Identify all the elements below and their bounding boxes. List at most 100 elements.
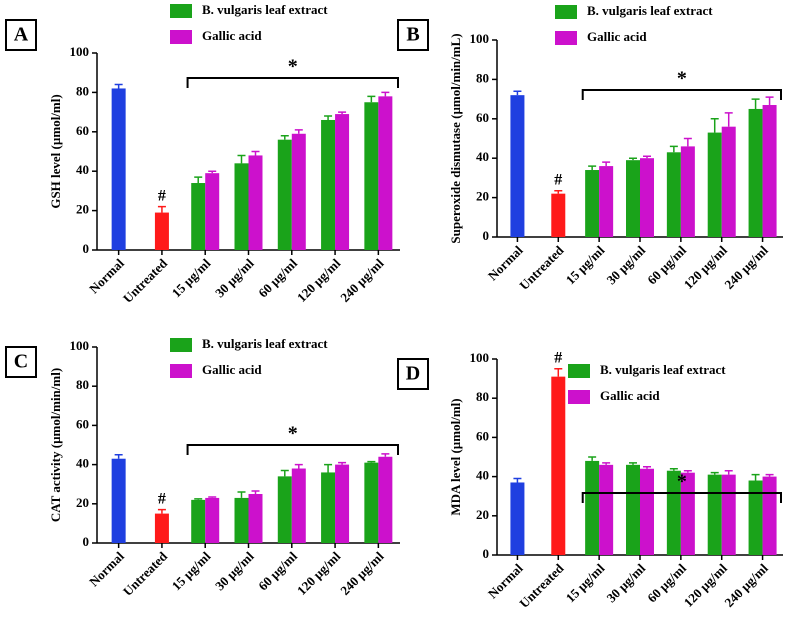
bar <box>191 183 206 250</box>
bar <box>335 464 350 543</box>
error-bar <box>643 155 651 159</box>
x-tick-label: 30 µg/ml <box>603 560 648 605</box>
legend-label: B. vulgaris leaf extract <box>202 336 328 351</box>
bar <box>510 95 525 237</box>
legend-label: Gallic acid <box>587 29 647 44</box>
y-tick-label: 0 <box>83 534 90 549</box>
error-bar <box>602 462 611 465</box>
legend-label: B. vulgaris leaf extract <box>202 2 328 17</box>
significance-star: * <box>677 471 687 493</box>
error-bar <box>724 112 733 127</box>
significance-star: * <box>288 56 298 78</box>
error-bar <box>237 491 246 498</box>
error-bar <box>324 463 333 473</box>
x-tick-label: 120 µg/ml <box>294 255 344 305</box>
legend-swatch <box>555 31 577 45</box>
bar <box>111 88 126 251</box>
bar <box>234 163 249 250</box>
bar <box>277 139 292 250</box>
error-bar <box>294 129 303 134</box>
bar <box>666 152 681 237</box>
legend-swatch <box>568 390 590 404</box>
error-bar <box>554 189 563 194</box>
x-tick-label: Normal <box>86 548 127 589</box>
x-tick-label: 240 µg/ml <box>721 560 771 610</box>
bar <box>721 474 736 555</box>
error-bar <box>513 90 522 96</box>
bar <box>626 160 640 237</box>
y-tick-label: 20 <box>476 189 489 204</box>
y-tick-label: 80 <box>76 377 89 392</box>
error-bar <box>280 134 289 140</box>
bar <box>599 166 614 237</box>
bar <box>666 470 681 555</box>
y-tick-label: 40 <box>76 456 89 471</box>
error-bar <box>114 454 123 459</box>
error-bar <box>751 98 760 109</box>
bar <box>640 468 654 555</box>
y-tick-label: 20 <box>76 202 89 217</box>
panel-letter-box <box>397 358 429 390</box>
bar <box>364 102 379 250</box>
error-bar <box>683 137 692 147</box>
error-bar <box>367 460 376 463</box>
error-bar <box>157 508 166 514</box>
bar <box>234 497 249 543</box>
bar <box>551 376 566 555</box>
error-bar <box>602 161 611 167</box>
legend-label: B. vulgaris leaf extract <box>600 362 726 377</box>
bar <box>762 476 777 555</box>
significance-hash: # <box>158 187 166 204</box>
x-tick-label: 15 µg/ml <box>169 255 214 300</box>
x-tick-label: 240 µg/ml <box>337 255 387 305</box>
x-tick-label: 30 µg/ml <box>212 255 257 300</box>
error-bar <box>629 157 637 161</box>
panel-letter: A <box>14 24 29 46</box>
significance-bracket <box>186 77 399 88</box>
bar <box>748 480 763 555</box>
y-tick-label: 60 <box>76 123 89 138</box>
y-tick-label: 0 <box>483 228 490 243</box>
bar <box>640 158 654 237</box>
error-bar <box>710 471 719 475</box>
significance-star: * <box>677 68 687 90</box>
y-tick-label: 80 <box>476 389 489 404</box>
error-bar <box>765 96 774 106</box>
bar <box>277 476 292 543</box>
error-bar <box>338 461 347 465</box>
error-bar <box>208 496 217 498</box>
panel-letter-box <box>397 19 429 51</box>
y-tick-label: 80 <box>76 83 89 98</box>
bar <box>205 173 220 250</box>
y-axis-label: MDA level (µmol/ml) <box>448 398 463 515</box>
y-tick-label: 100 <box>470 350 490 365</box>
bar <box>762 105 777 237</box>
error-bar <box>513 477 522 483</box>
error-bar <box>710 118 719 133</box>
bar <box>510 482 525 555</box>
error-bar <box>208 170 217 174</box>
error-bar <box>629 462 637 465</box>
bar <box>551 193 566 237</box>
significance-hash: # <box>158 490 166 507</box>
significance-hash: # <box>554 349 562 366</box>
legend-swatch <box>170 30 192 44</box>
bar <box>191 499 206 543</box>
significance-bracket <box>581 89 782 100</box>
bar <box>585 460 600 555</box>
error-bar <box>294 463 303 469</box>
error-bar <box>251 150 260 156</box>
error-bar <box>683 469 692 473</box>
x-tick-label: 120 µg/ml <box>294 548 344 598</box>
bar <box>585 170 600 237</box>
significance-star: * <box>288 423 298 445</box>
error-bar <box>194 498 203 500</box>
x-tick-label: 30 µg/ml <box>212 548 257 593</box>
bar <box>154 212 169 250</box>
bar <box>111 458 126 543</box>
bar <box>154 513 169 543</box>
panel-letter-box <box>5 346 37 378</box>
x-tick-label: 30 µg/ml <box>603 242 648 287</box>
panel-letter: D <box>406 363 420 385</box>
x-tick-label: Untreated <box>120 255 171 306</box>
